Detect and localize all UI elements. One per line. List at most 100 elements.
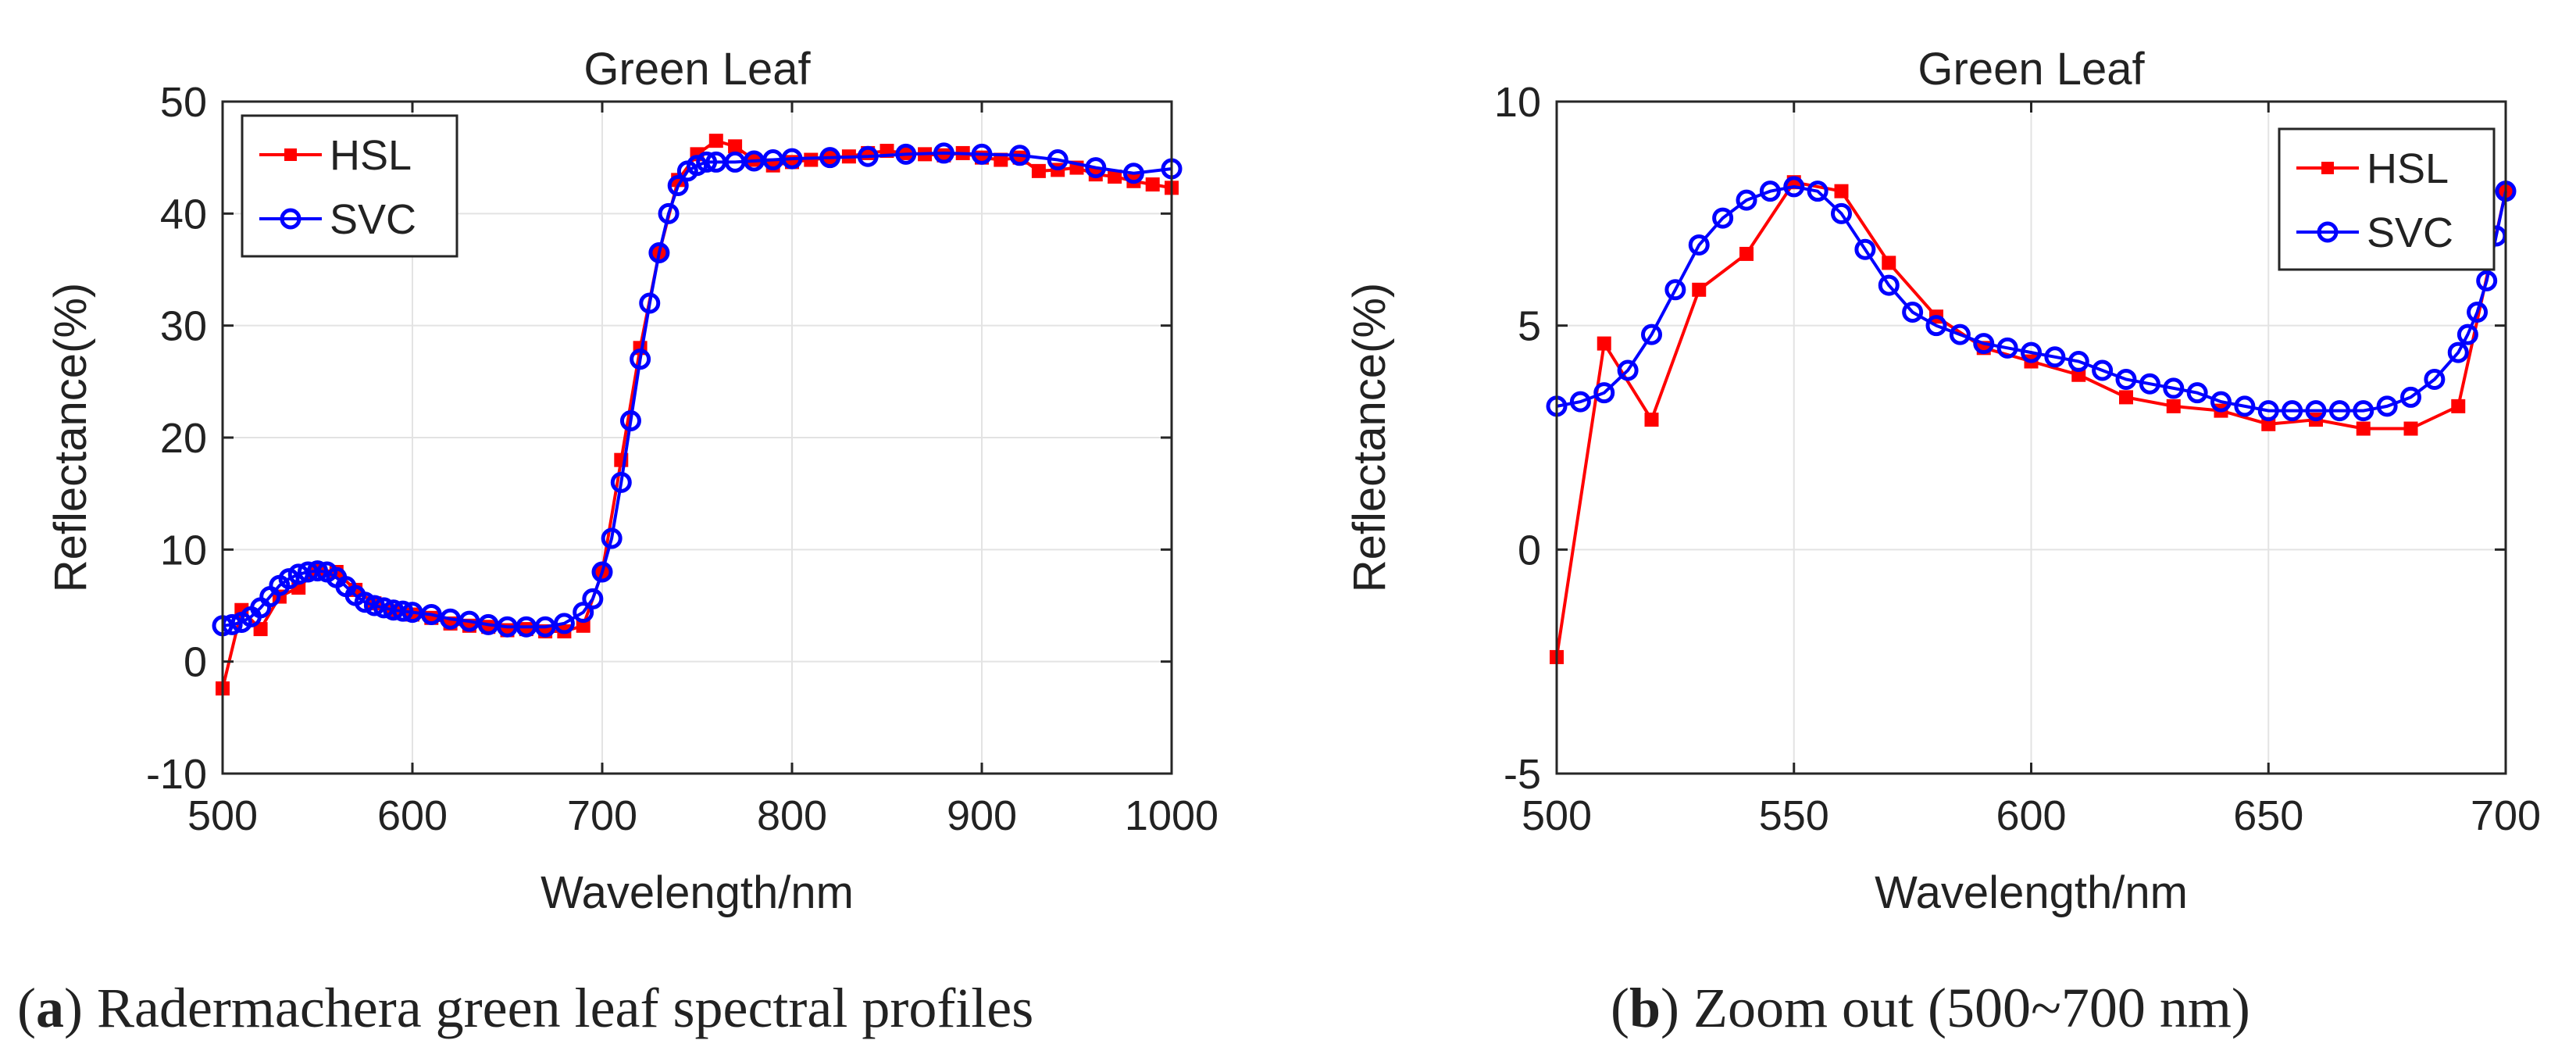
caption-open-paren: (: [17, 977, 36, 1039]
data-point-svc: [1854, 238, 1876, 260]
legend-marker-hsl: [2321, 162, 2334, 174]
data-point-svc: [2139, 373, 2160, 395]
caption-text: ) Zoom out (500~700 nm): [1661, 977, 2250, 1039]
x-tick-label: 650: [2233, 792, 2303, 839]
data-point-hsl: [1834, 184, 1849, 198]
data-point-svc: [857, 145, 879, 167]
legend-marker-hsl: [284, 148, 297, 161]
data-point-svc: [601, 527, 623, 549]
data-point-svc: [1878, 274, 1900, 296]
data-point-hsl: [1692, 282, 1707, 297]
data-point-svc: [1973, 333, 1995, 355]
data-point-svc: [582, 588, 604, 609]
x-tick-label: 500: [1522, 792, 1592, 839]
series-line-svc: [1556, 184, 2507, 413]
series-line-svc: [222, 151, 1172, 629]
data-point-svc: [819, 147, 841, 169]
data-point-svc: [354, 592, 376, 613]
data-point-svc: [2068, 351, 2089, 373]
x-tick-label: 500: [187, 792, 258, 839]
data-point-hsl: [1882, 256, 1896, 270]
data-point-svc: [1122, 163, 1144, 184]
data-point-hsl: [2403, 421, 2418, 436]
data-point-svc: [895, 143, 917, 165]
data-point-svc: [648, 242, 670, 263]
figure-caption-a: (a) Radermachera green leaf spectral pro…: [17, 977, 1033, 1039]
caption-label: b: [1629, 977, 1661, 1039]
chart-b: 500 550 600 650 700 -5 0 5 10 Green Leaf Wavelengt…: [1344, 44, 2541, 918]
data-point-svc: [1641, 323, 1662, 345]
x-tick-label: 800: [757, 792, 827, 839]
data-point-svc: [2282, 400, 2303, 422]
data-point-svc: [1831, 202, 1852, 224]
x-tick-label: 600: [377, 792, 448, 839]
y-axis-label: Reflectance(%): [45, 283, 96, 592]
legend-label-hsl: HSL: [2367, 145, 2449, 192]
data-point-svc: [591, 561, 613, 583]
data-point-svc: [1617, 359, 1639, 381]
caption-label: a: [36, 977, 64, 1039]
y-tick-label: 10: [160, 527, 207, 574]
data-point-svc: [2234, 395, 2256, 417]
data-point-svc: [639, 292, 661, 314]
data-point-svc: [1902, 301, 1924, 323]
data-point-svc: [420, 603, 442, 625]
x-axis-label: Wavelength/nm: [1875, 867, 2188, 918]
data-point-hsl: [1644, 413, 1659, 427]
data-point-svc: [1925, 315, 1947, 337]
data-point-svc: [2456, 323, 2478, 345]
data-point-svc: [392, 600, 414, 622]
y-tick-label: 0: [1518, 527, 1541, 574]
data-point-svc: [2257, 400, 2279, 422]
legend-box: [241, 114, 458, 258]
data-point-svc: [658, 202, 680, 224]
data-point-svc: [2476, 270, 2498, 291]
data-point-hsl: [2451, 399, 2466, 413]
data-point-svc: [619, 410, 641, 431]
data-point-hsl: [1145, 177, 1160, 192]
data-point-svc: [1664, 279, 1686, 301]
data-point-svc: [477, 613, 499, 635]
data-point-svc: [630, 348, 651, 370]
y-tick-label: 0: [184, 639, 207, 686]
y-tick-label: 40: [160, 191, 207, 238]
data-point-svc: [1759, 181, 1781, 202]
chart-title: Green Leaf: [583, 44, 811, 95]
data-point-hsl: [1031, 163, 1046, 178]
x-axis-label: Wavelength/nm: [541, 867, 854, 918]
data-point-hsl: [2119, 390, 2133, 405]
data-point-svc: [2092, 359, 2114, 381]
data-point-svc: [2447, 341, 2469, 363]
data-point-hsl: [728, 139, 743, 154]
data-point-svc: [1996, 337, 2018, 359]
caption-text: ) Radermachera green leaf spectral profi…: [64, 977, 1033, 1039]
data-point-svc: [287, 563, 309, 585]
data-point-svc: [458, 610, 480, 632]
data-point-svc: [401, 602, 423, 624]
data-point-hsl: [708, 134, 723, 148]
y-tick-label: 5: [1518, 303, 1541, 350]
x-tick-label: 700: [567, 792, 637, 839]
data-point-svc: [2210, 391, 2232, 413]
legend: HSL SVC: [241, 114, 458, 258]
data-point-svc: [2400, 386, 2421, 408]
data-point-svc: [307, 560, 328, 582]
chart-a: 500 600 700 800 900 1000 -10 0 10 20 30 40 50 Green L…: [45, 44, 1218, 918]
data-point-hsl: [2356, 421, 2371, 436]
data-point-svc: [696, 151, 718, 173]
data-point-svc: [534, 616, 556, 638]
data-point-svc: [1569, 391, 1591, 413]
ticks: 500 600 700 800 900 1000 -10 0 10 20 30 40 50: [146, 79, 1218, 839]
data-point-svc: [363, 595, 385, 617]
y-tick-label: 30: [160, 303, 207, 350]
data-point-svc: [781, 148, 803, 170]
data-point-svc: [1783, 176, 1805, 198]
legend-label-svc: SVC: [330, 196, 416, 243]
data-point-svc: [2021, 341, 2042, 363]
caption-open-paren: (: [1611, 977, 1629, 1039]
legend-marker-svc: [280, 208, 301, 230]
data-point-svc: [971, 143, 993, 165]
legend: HSL SVC: [2278, 127, 2496, 271]
data-point-svc: [373, 597, 395, 619]
